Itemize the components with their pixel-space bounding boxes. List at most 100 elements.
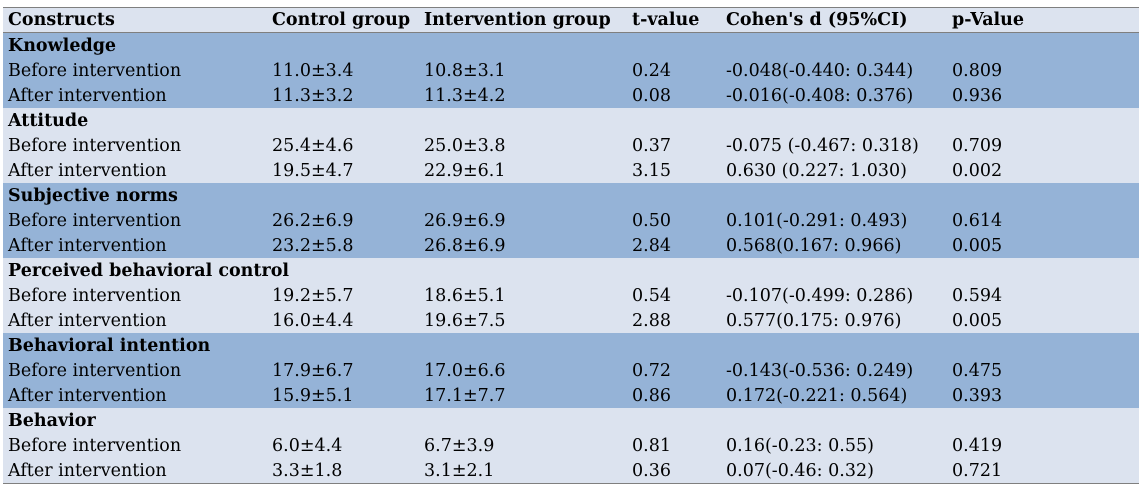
cell-control: 6.0±4.4	[272, 435, 343, 456]
cell-t-value: 0.86	[632, 385, 671, 406]
cell-intervention: 3.1±2.1	[424, 460, 495, 481]
section-title: Behavior	[8, 410, 96, 431]
section-title: Subjective norms	[8, 185, 178, 206]
cell-p-value: 0.005	[952, 310, 1003, 331]
header-control-group: Control group	[272, 10, 411, 30]
table-row: Before intervention 11.0±3.4 10.8±3.1 0.…	[3, 58, 1139, 83]
cell-control: 19.5±4.7	[272, 160, 354, 181]
section-row: Behavior	[3, 408, 1139, 433]
cell-t-value: 2.84	[632, 235, 671, 256]
cell-p-value: 0.475	[952, 360, 1003, 381]
cell-construct: After intervention	[8, 85, 167, 106]
table-row: After intervention 15.9±5.1 17.1±7.7 0.8…	[3, 383, 1139, 408]
cell-t-value: 0.81	[632, 435, 671, 456]
section-row: Behavioral intention	[3, 333, 1139, 358]
cell-construct: Before intervention	[8, 285, 182, 306]
cell-construct: Before intervention	[8, 60, 182, 81]
section-row: Subjective norms	[3, 183, 1139, 208]
cell-construct: Before intervention	[8, 135, 182, 156]
cell-p-value: 0.721	[952, 460, 1003, 481]
cell-p-value: 0.002	[952, 160, 1003, 181]
table-row: After intervention 16.0±4.4 19.6±7.5 2.8…	[3, 308, 1139, 333]
cell-intervention: 25.0±3.8	[424, 135, 506, 156]
cell-intervention: 10.8±3.1	[424, 60, 506, 81]
section-row: Knowledge	[3, 33, 1139, 58]
header-t-value: t-value	[632, 10, 700, 30]
section-row: Perceived behavioral control	[3, 258, 1139, 283]
cell-cohens-d: 0.630 (0.227: 1.030)	[726, 160, 907, 181]
table-row: After intervention 23.2±5.8 26.8±6.9 2.8…	[3, 233, 1139, 258]
cell-p-value: 0.614	[952, 210, 1003, 231]
cell-control: 15.9±5.1	[272, 385, 354, 406]
cell-control: 25.4±4.6	[272, 135, 354, 156]
cell-cohens-d: 0.568(0.167: 0.966)	[726, 235, 902, 256]
cell-cohens-d: 0.16(-0.23: 0.55)	[726, 435, 874, 456]
cell-cohens-d: -0.048(-0.440: 0.344)	[726, 60, 914, 81]
table-row: Before intervention 19.2±5.7 18.6±5.1 0.…	[3, 283, 1139, 308]
table-row: Before intervention 26.2±6.9 26.9±6.9 0.…	[3, 208, 1139, 233]
header-intervention-group: Intervention group	[424, 10, 611, 30]
cell-t-value: 0.37	[632, 135, 671, 156]
cell-p-value: 0.709	[952, 135, 1003, 156]
cell-construct: Before intervention	[8, 210, 182, 231]
cell-control: 16.0±4.4	[272, 310, 354, 331]
results-table: Constructs Control group Intervention gr…	[3, 7, 1139, 484]
header-p-value: p-Value	[952, 10, 1025, 30]
cell-cohens-d: 0.577(0.175: 0.976)	[726, 310, 902, 331]
cell-p-value: 0.594	[952, 285, 1003, 306]
cell-control: 17.9±6.7	[272, 360, 354, 381]
cell-construct: After intervention	[8, 460, 167, 481]
cell-cohens-d: -0.016(-0.408: 0.376)	[726, 85, 914, 106]
table-row: After intervention 11.3±3.2 11.3±4.2 0.0…	[3, 83, 1139, 108]
cell-intervention: 26.9±6.9	[424, 210, 506, 231]
cell-intervention: 6.7±3.9	[424, 435, 495, 456]
header-constructs: Constructs	[8, 10, 115, 30]
cell-t-value: 0.36	[632, 460, 671, 481]
cell-p-value: 0.393	[952, 385, 1003, 406]
cell-intervention: 19.6±7.5	[424, 310, 506, 331]
section-title: Attitude	[8, 110, 89, 131]
cell-construct: After intervention	[8, 160, 167, 181]
cell-intervention: 17.0±6.6	[424, 360, 506, 381]
cell-t-value: 3.15	[632, 160, 671, 181]
section-title: Perceived behavioral control	[8, 260, 290, 281]
cell-t-value: 0.08	[632, 85, 671, 106]
cell-p-value: 0.936	[952, 85, 1003, 106]
cell-construct: Before intervention	[8, 360, 182, 381]
cell-control: 23.2±5.8	[272, 235, 354, 256]
cell-cohens-d: 0.07(-0.46: 0.32)	[726, 460, 874, 481]
table-row: Before intervention 25.4±4.6 25.0±3.8 0.…	[3, 133, 1139, 158]
table-row: Before intervention 17.9±6.7 17.0±6.6 0.…	[3, 358, 1139, 383]
cell-intervention: 18.6±5.1	[424, 285, 506, 306]
cell-p-value: 0.005	[952, 235, 1003, 256]
cell-construct: Before intervention	[8, 435, 182, 456]
section-title: Knowledge	[8, 35, 117, 56]
cell-construct: After intervention	[8, 235, 167, 256]
cell-control: 11.0±3.4	[272, 60, 354, 81]
cell-p-value: 0.809	[952, 60, 1003, 81]
cell-control: 11.3±3.2	[272, 85, 354, 106]
cell-cohens-d: 0.101(-0.291: 0.493)	[726, 210, 908, 231]
cell-t-value: 0.54	[632, 285, 671, 306]
section-row: Attitude	[3, 108, 1139, 133]
cell-cohens-d: 0.172(-0.221: 0.564)	[726, 385, 908, 406]
cell-construct: After intervention	[8, 385, 167, 406]
table-row: After intervention 19.5±4.7 22.9±6.1 3.1…	[3, 158, 1139, 183]
cell-intervention: 22.9±6.1	[424, 160, 506, 181]
section-title: Behavioral intention	[8, 335, 211, 356]
cell-t-value: 0.50	[632, 210, 671, 231]
table-row: Before intervention 6.0±4.4 6.7±3.9 0.81…	[3, 433, 1139, 458]
cell-intervention: 17.1±7.7	[424, 385, 506, 406]
cell-t-value: 2.88	[632, 310, 671, 331]
cell-cohens-d: -0.107(-0.499: 0.286)	[726, 285, 914, 306]
table-header-row: Constructs Control group Intervention gr…	[3, 7, 1139, 33]
cell-control: 19.2±5.7	[272, 285, 354, 306]
cell-construct: After intervention	[8, 310, 167, 331]
cell-intervention: 11.3±4.2	[424, 85, 506, 106]
cell-cohens-d: -0.143(-0.536: 0.249)	[726, 360, 914, 381]
table-row: After intervention 3.3±1.8 3.1±2.1 0.36 …	[3, 458, 1139, 484]
header-cohens-d: Cohen's d (95%CI)	[726, 10, 908, 30]
cell-p-value: 0.419	[952, 435, 1003, 456]
cell-control: 26.2±6.9	[272, 210, 354, 231]
cell-cohens-d: -0.075 (-0.467: 0.318)	[726, 135, 919, 156]
